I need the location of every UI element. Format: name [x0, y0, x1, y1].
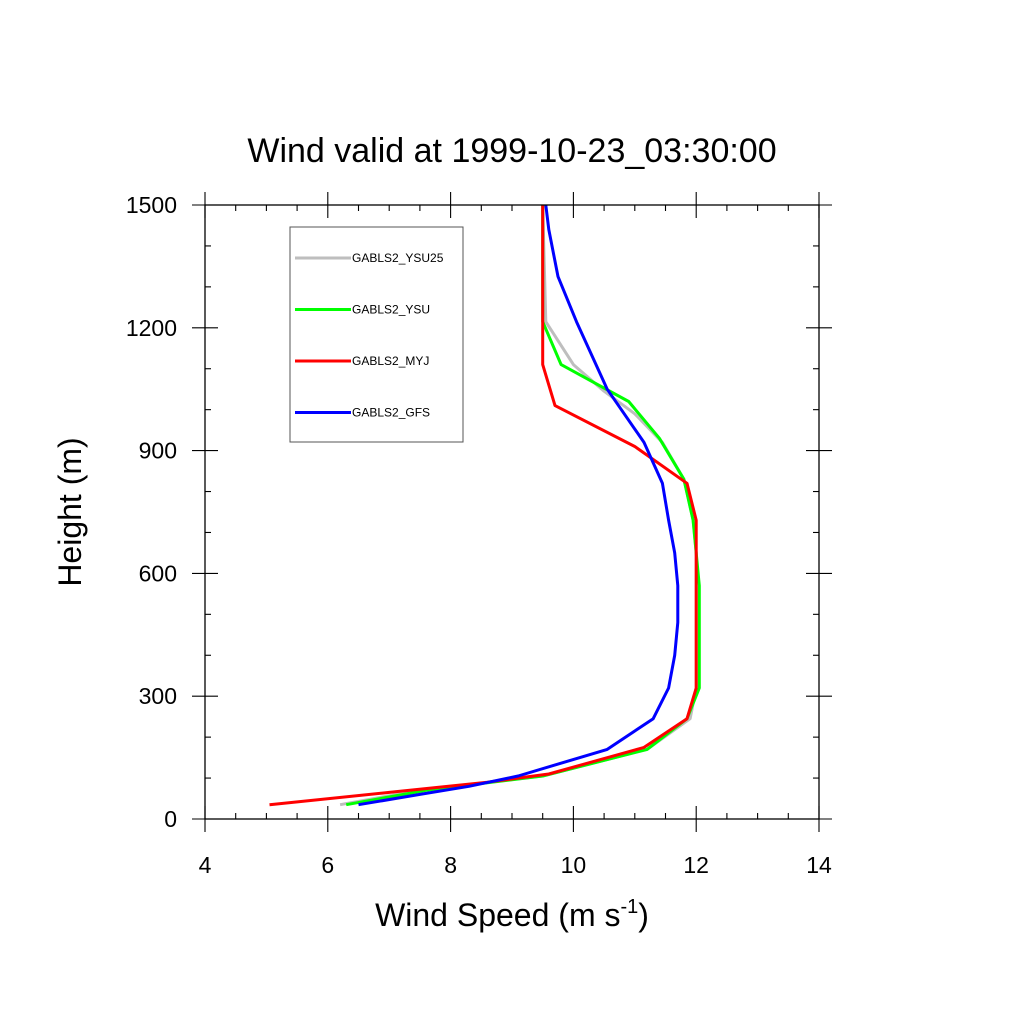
legend-label: GABLS2_GFS — [352, 406, 430, 420]
y-tick-label: 1200 — [126, 315, 177, 341]
series-line-gabls2_myj — [269, 205, 698, 807]
y-tick-label: 300 — [139, 683, 177, 709]
x-tick-label: 14 — [806, 852, 832, 878]
x-axis-label: Wind Speed (m s-1) — [375, 896, 649, 933]
chart-title: Wind valid at 1999-10-23_03:30:00 — [247, 132, 776, 170]
series-line-gabls2_gfs — [358, 204, 680, 807]
x-tick-label: 8 — [444, 852, 457, 878]
y-axis-label: Height (m) — [52, 437, 88, 586]
legend: GABLS2_YSU25 GABLS2_YSU GABLS2_MYJ GABLS2_G… — [289, 226, 464, 443]
x-tick-label: 10 — [561, 852, 587, 878]
y-tick-label: 600 — [139, 560, 177, 586]
legend-label: GABLS2_MYJ — [352, 354, 429, 368]
legend-label: GABLS2_YSU — [352, 303, 430, 317]
legend-label: GABLS2_YSU25 — [352, 251, 444, 265]
legend-box — [289, 226, 464, 443]
y-tick-label: 1500 — [126, 192, 177, 218]
series-lines — [269, 204, 701, 807]
x-tick-label: 6 — [321, 852, 334, 878]
x-tick-label: 12 — [683, 852, 709, 878]
y-tick-label: 0 — [164, 806, 177, 832]
y-tick-label: 900 — [139, 438, 177, 464]
plot-frame — [204, 204, 820, 820]
x-tick-label: 4 — [199, 852, 212, 878]
axis-ticks: 4 6 8 10 12 14 0 300 600 900 1200 1500 — [126, 192, 832, 878]
